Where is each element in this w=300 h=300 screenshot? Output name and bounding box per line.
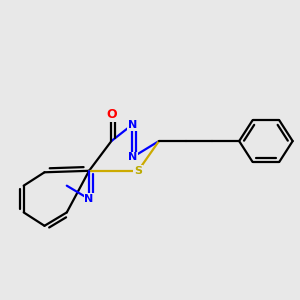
Text: N: N [128,120,137,130]
Text: N: N [128,152,137,162]
Text: S: S [134,166,142,176]
Text: O: O [106,108,117,121]
Text: N: N [84,194,94,204]
